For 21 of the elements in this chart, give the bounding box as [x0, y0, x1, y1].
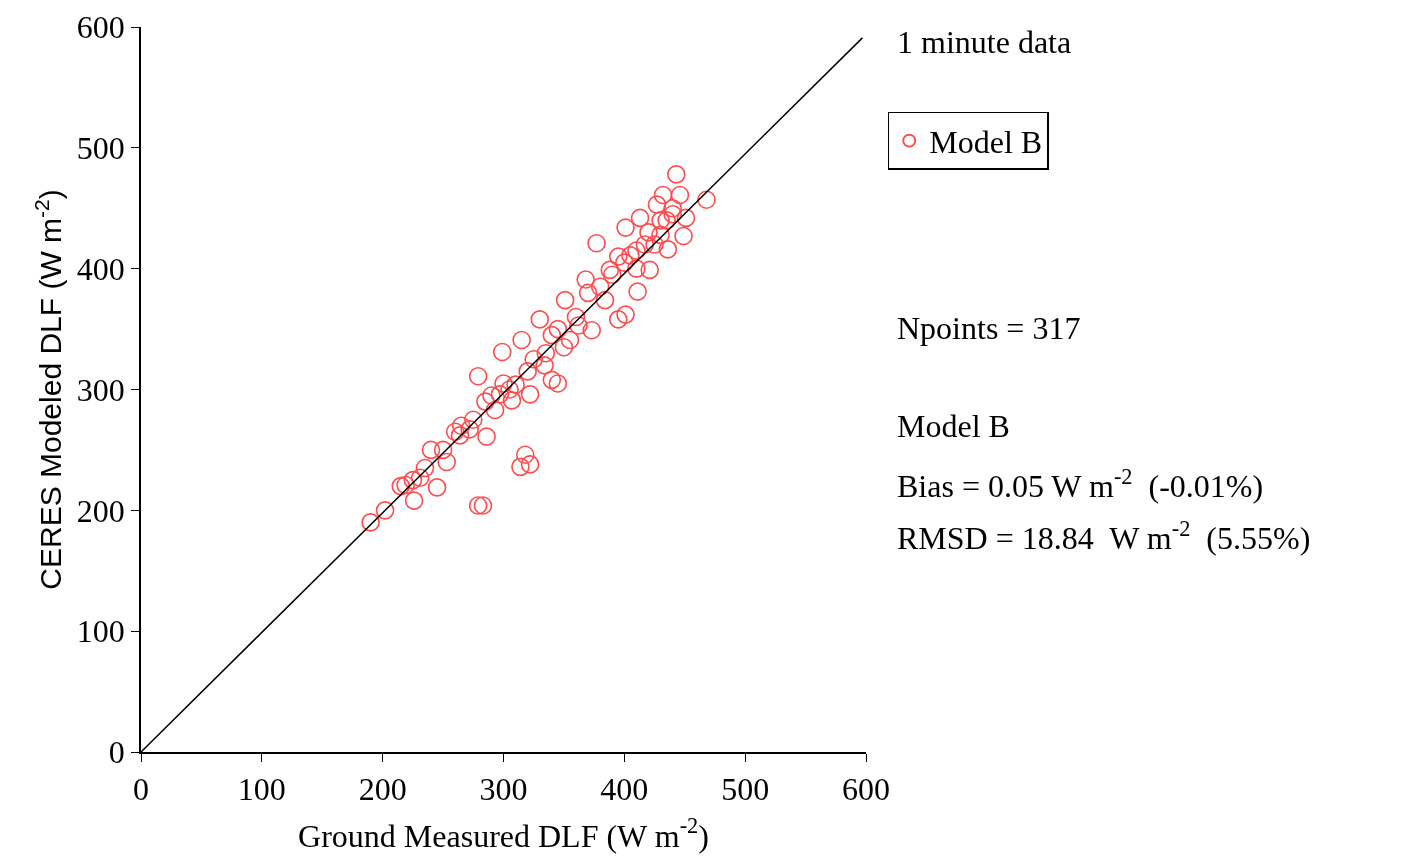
text: Npoints = 317: [897, 310, 1081, 346]
x-tick-label: 600: [842, 771, 890, 808]
text: 1 minute data: [897, 24, 1072, 60]
x-tick-label: 400: [600, 771, 649, 808]
x-tick-label: 500: [721, 771, 770, 808]
y-tick-label: 0: [108, 734, 125, 771]
x-tick-label: 100: [237, 771, 286, 808]
x-tick-label: 0: [133, 771, 149, 808]
x-tick-label: 200: [358, 771, 407, 808]
text: RMSD = 18.84 W m$^{-2}$ (5.55%): [897, 516, 1311, 557]
x-axis-title: Ground Measured DLF (W m$^{-2}$): [298, 813, 709, 854]
y-tick-label: 200: [76, 492, 125, 529]
y-tick-label: 400: [76, 250, 125, 287]
y-tick-label: 300: [76, 371, 125, 408]
text: Bias = 0.05 W m$^{-2}$ (-0.01%): [897, 464, 1264, 505]
y-tick-label: 100: [76, 613, 125, 650]
y-tick-label: 500: [76, 130, 125, 167]
legend-label: Model B: [929, 124, 1043, 161]
x-tick-label: 300: [479, 771, 528, 808]
text: Model B: [897, 408, 1010, 444]
y-tick-label: 600: [76, 9, 125, 46]
